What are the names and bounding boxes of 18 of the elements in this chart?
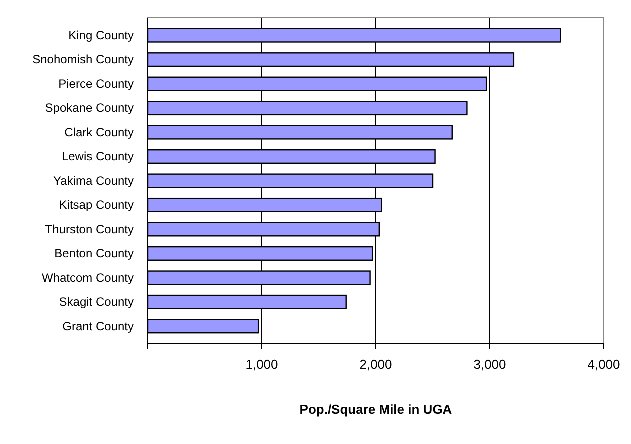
y-tick-label: Lewis County — [62, 150, 134, 164]
y-tick-label: Grant County — [62, 319, 134, 334]
y-tick-label: Clark County — [64, 125, 134, 140]
y-tick-label: Skagit County — [59, 295, 134, 310]
y-tick-label: Pierce County — [58, 76, 134, 91]
y-tick-label: Whatcom County — [42, 270, 134, 285]
y-tick-label: Kitsap County — [59, 198, 134, 212]
y-tick-label: Yakima County — [54, 174, 134, 188]
x-tick-label: 3,000 — [474, 356, 506, 372]
x-tick-label: 1,000 — [246, 356, 278, 372]
y-tick-label: Thurston County — [45, 222, 134, 236]
x-axis-title: Pop./Square Mile in UGA — [300, 402, 453, 417]
x-tick-label: 4,000 — [588, 356, 620, 372]
y-tick-label: Snohomish County — [32, 52, 134, 67]
y-tick-label: Benton County — [54, 246, 134, 261]
y-tick-label: King County — [68, 28, 134, 42]
x-tick-label: 2,000 — [360, 356, 392, 372]
y-tick-label: Spokane County — [45, 101, 134, 116]
